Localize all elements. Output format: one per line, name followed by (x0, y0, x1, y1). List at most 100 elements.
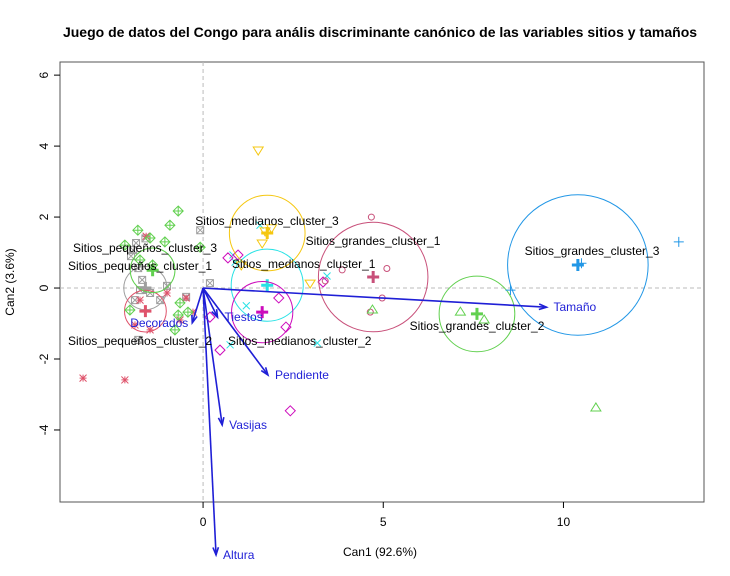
confidence-circle (231, 281, 294, 344)
data-point (163, 281, 172, 290)
confidence-circle (230, 248, 304, 322)
data-point (304, 279, 317, 290)
group-label: Sitios_medianos_cluster_1 (232, 257, 376, 271)
data-point (134, 254, 146, 266)
group-centroid-marker (470, 307, 483, 320)
data-point (176, 316, 184, 324)
data-point (169, 324, 181, 336)
data-point (214, 344, 226, 356)
data-point (134, 335, 143, 344)
data-point (321, 277, 329, 285)
group-sitios-grandes-cluster-2 (366, 275, 602, 412)
data-point (313, 339, 322, 347)
data-point (505, 285, 516, 296)
confidence-circle (438, 275, 516, 353)
group-centroid-marker (261, 279, 274, 292)
data-point (196, 226, 205, 235)
y-tick-label: -2 (37, 353, 51, 364)
vector-arrow-tamaño (203, 287, 547, 308)
data-point (144, 232, 156, 244)
group-label: Sitios_grandes_cluster_1 (306, 234, 441, 248)
data-point (366, 304, 379, 314)
confidence-circle (507, 194, 649, 336)
data-point (673, 236, 684, 247)
data-point (478, 314, 491, 324)
data-point (338, 266, 346, 274)
confidence-circle (317, 221, 429, 333)
vector-arrow-pendiente (202, 287, 269, 376)
arrowhead-icon (212, 546, 220, 558)
group-sitios-medianos-cluster-3 (228, 146, 317, 290)
data-point (235, 261, 248, 271)
data-point (132, 224, 144, 236)
data-point (172, 205, 184, 217)
y-tick-label: -4 (37, 424, 51, 435)
data-point (132, 238, 141, 247)
data-point (146, 326, 154, 334)
y-axis-label: Can2 (3.6%) (3, 248, 17, 315)
group-label: Sitios_pequeños_cluster_1 (68, 259, 212, 273)
data-point (273, 292, 285, 304)
y-tick-label: 0 (37, 284, 51, 291)
y-tick-label: 4 (37, 142, 51, 149)
group-label: Sitios_grandes_cluster_2 (410, 319, 545, 333)
vector-arrow-altura (202, 287, 217, 555)
x-tick-label: 5 (380, 515, 387, 529)
data-point (265, 224, 278, 234)
data-point (383, 265, 391, 273)
data-point (226, 340, 234, 349)
group-label: Sitios_grandes_cluster_3 (525, 244, 660, 258)
group-sitios-grandes-cluster-3 (505, 194, 684, 336)
group-centroid-marker (571, 258, 584, 271)
data-point (256, 239, 269, 249)
x-tick-label: 0 (200, 515, 207, 529)
vector-arrow-vasijas (202, 287, 223, 426)
vector-label: Tiestos (224, 310, 262, 324)
vector-label: Pendiente (275, 368, 329, 382)
confidence-circle (129, 247, 176, 294)
arrowhead-icon (217, 417, 225, 428)
arrowhead-icon (538, 303, 549, 311)
data-point (136, 296, 144, 304)
group-sitios-medianos-cluster-2 (204, 249, 329, 417)
data-point (284, 405, 296, 417)
y-tick-label: 6 (37, 71, 51, 78)
data-point (194, 241, 206, 253)
data-point (174, 297, 186, 309)
data-point (124, 304, 136, 316)
data-point (317, 276, 329, 288)
data-point (252, 146, 265, 156)
data-point (156, 296, 165, 305)
data-point (164, 219, 176, 231)
vector-label: Tamaño (554, 300, 597, 314)
group-sitios-grandes-cluster-1 (317, 213, 429, 333)
vector-label: Altura (223, 548, 255, 562)
arrowhead-icon (191, 314, 198, 326)
arrowhead-icon (260, 367, 270, 377)
group-centroid-marker (139, 305, 152, 318)
data-point (79, 374, 87, 383)
data-point (280, 321, 292, 333)
data-point (182, 306, 194, 318)
data-point (121, 376, 129, 384)
arrowhead-icon (211, 309, 219, 320)
group-label: Sitios_pequeños_cluster_3 (73, 241, 217, 255)
y-tick-label: 2 (37, 213, 51, 220)
data-point (589, 402, 602, 412)
plot-frame (59, 61, 705, 503)
group-centroid-marker (146, 264, 159, 277)
confidence-circle (228, 194, 306, 272)
vector-arrow-tiestos (202, 287, 219, 318)
group-label: Sitios_pequeños_cluster_2 (68, 334, 212, 348)
data-point (182, 294, 190, 302)
data-point (242, 301, 251, 310)
data-point (222, 252, 234, 264)
vector-arrow-decorados (191, 287, 204, 324)
data-point (172, 309, 184, 321)
group-centroid-marker (256, 306, 269, 319)
data-point (232, 249, 244, 261)
vector-label: Vasijas (229, 418, 267, 432)
data-point (367, 213, 375, 221)
